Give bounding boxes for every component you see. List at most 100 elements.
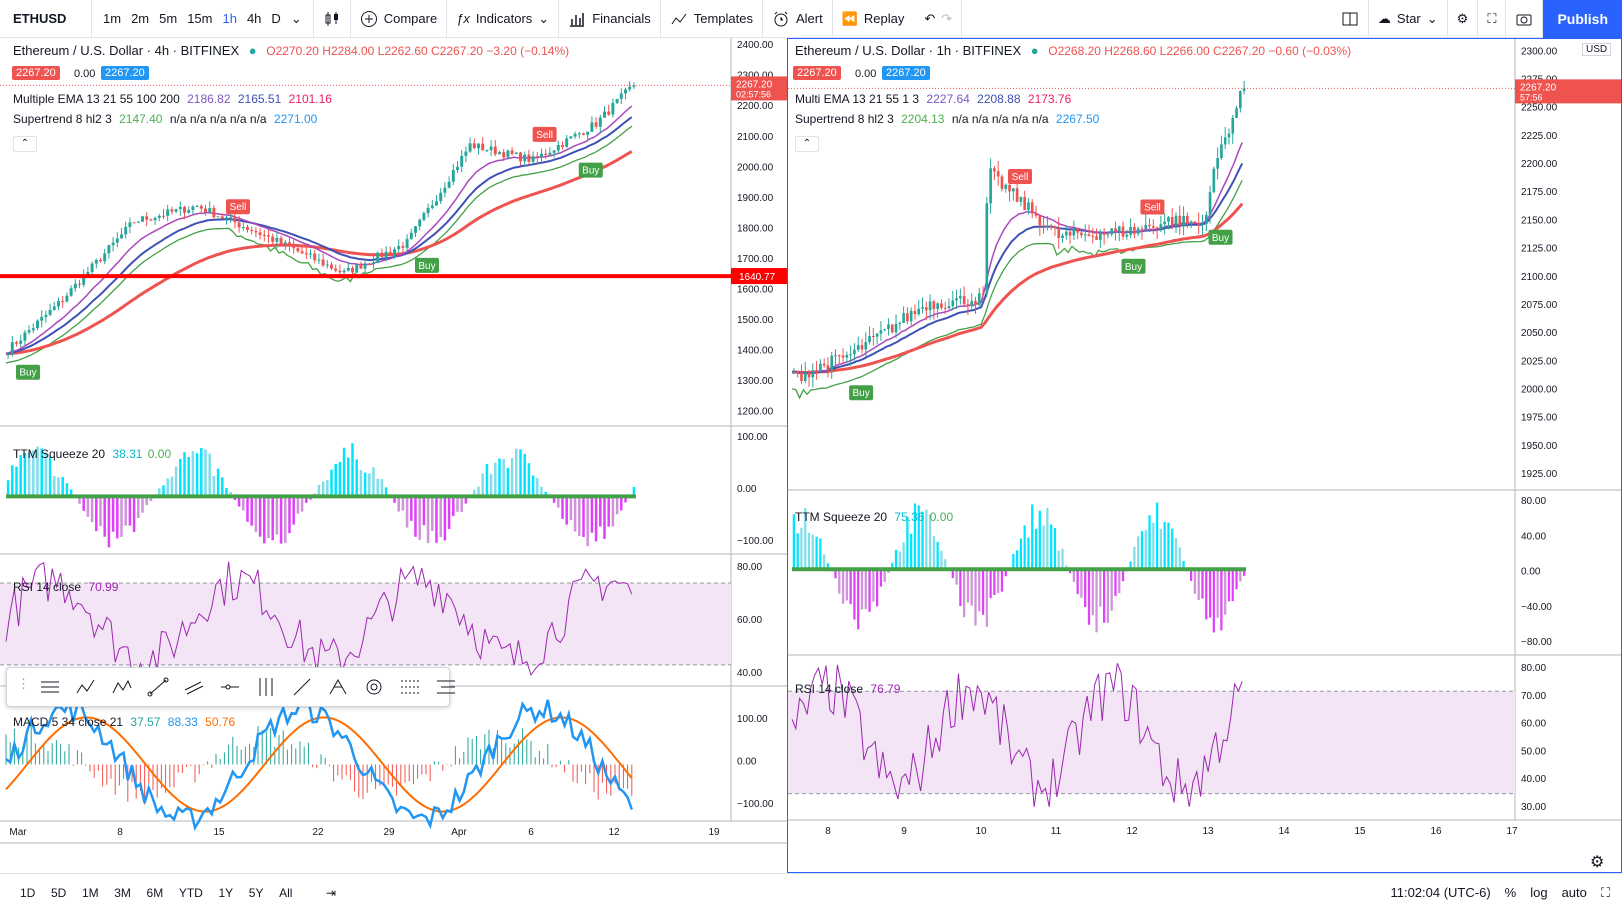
range-1d[interactable]: 1D xyxy=(20,886,36,900)
alert-button[interactable]: Alert xyxy=(763,0,833,38)
candle-body xyxy=(1053,226,1057,228)
snapshot-button[interactable] xyxy=(1506,0,1544,38)
clock[interactable]: 11:02:04 (UTC-6) xyxy=(1390,885,1491,900)
elliott-wave-icon[interactable] xyxy=(111,676,133,698)
candle-body xyxy=(1106,234,1110,236)
right-supertrend-legend[interactable]: Supertrend 8 hl2 3 2204.13 n/a n/a n/a n… xyxy=(795,112,1100,126)
auto-toggle[interactable]: auto xyxy=(1561,885,1587,900)
log-toggle[interactable]: log xyxy=(1530,885,1548,900)
ray-icon[interactable] xyxy=(291,676,313,698)
financials-button[interactable]: Financials xyxy=(559,0,661,38)
candle-body xyxy=(195,205,199,207)
chevron-down-icon[interactable]: ⌄ xyxy=(290,10,302,26)
candle-body xyxy=(27,330,31,333)
time-axis-label: 19 xyxy=(708,827,720,838)
signal-label: Buy xyxy=(418,261,435,272)
candle-body xyxy=(90,263,94,272)
price-axis-label: 1925.00 xyxy=(1521,469,1558,480)
candle-body xyxy=(388,251,392,254)
candle-body xyxy=(607,111,611,115)
horizontal-lines-icon[interactable] xyxy=(39,676,61,698)
range-1y[interactable]: 1Y xyxy=(218,886,234,900)
candle-body xyxy=(1140,228,1144,230)
price-axis-label: 2050.00 xyxy=(1521,328,1558,339)
candle-body xyxy=(502,152,506,158)
vertical-lines-icon[interactable] xyxy=(255,676,277,698)
horizontal-ray-icon[interactable] xyxy=(219,676,241,698)
last-price-tag xyxy=(731,76,787,101)
symbol-search[interactable]: ETHUSD xyxy=(0,0,92,38)
range-5y[interactable]: 5Y xyxy=(248,886,264,900)
interval-d[interactable]: D xyxy=(271,11,281,26)
rsi-axis-label: 30.00 xyxy=(1521,802,1546,813)
currency-badge[interactable]: USD xyxy=(1582,43,1612,56)
range-ytd[interactable]: YTD xyxy=(178,886,203,900)
settings-button[interactable]: ⚙ xyxy=(1448,0,1479,38)
candle-body xyxy=(822,363,826,366)
candle-body xyxy=(1193,221,1197,224)
right-chart-canvas[interactable]: 2300.002275.002250.002225.002200.002175.… xyxy=(787,38,1622,873)
right-ask-tag: 2267.20 xyxy=(882,66,930,80)
interval-5m[interactable]: 5m xyxy=(159,11,178,26)
candle-body xyxy=(577,133,581,135)
replay-button[interactable]: ⏪ Replay ↶ ↷ xyxy=(833,0,963,38)
price-axis-label: 1400.00 xyxy=(737,346,774,357)
indicators-button[interactable]: ƒx Indicators ⌄ xyxy=(447,0,560,38)
range-3m[interactable]: 3M xyxy=(114,886,131,900)
right-rsi-legend[interactable]: RSI 14 close 76.79 xyxy=(795,682,901,696)
sell-signal xyxy=(1008,169,1032,185)
candle-body xyxy=(464,151,468,156)
fullscreen-icon[interactable]: ⛶ xyxy=(1600,884,1610,900)
left-rsi-legend[interactable]: RSI 14 close 70.99 xyxy=(13,580,119,594)
left-ema-legend[interactable]: Multiple EMA 13 21 55 100 200 2186.82 21… xyxy=(13,92,332,106)
interval-2m[interactable]: 2m xyxy=(131,11,150,26)
range-6m[interactable]: 6M xyxy=(146,886,164,900)
redo-icon[interactable]: ↷ xyxy=(941,10,953,26)
interval-4h[interactable]: 4h xyxy=(246,11,262,26)
star-button[interactable]: ☁ Star ⌄ xyxy=(1369,0,1448,38)
fullscreen-button[interactable]: ⛶ xyxy=(1478,0,1507,38)
drag-handle-icon[interactable]: ⋮ xyxy=(17,676,30,691)
fib-extension-icon[interactable] xyxy=(435,676,457,698)
fib-icon[interactable] xyxy=(399,676,421,698)
pitchfork-icon[interactable] xyxy=(327,676,349,698)
range-all[interactable]: All xyxy=(279,886,293,900)
candle-body xyxy=(959,296,962,299)
range-1m[interactable]: 1M xyxy=(81,886,99,900)
candle-body xyxy=(65,295,69,302)
goto-date-icon[interactable]: ⇥ xyxy=(326,886,337,900)
publish-button[interactable]: Publish xyxy=(1543,0,1622,38)
range-5d[interactable]: 5D xyxy=(50,886,67,900)
candle-body xyxy=(523,154,527,162)
candle-body xyxy=(216,216,220,218)
candle-body xyxy=(1220,144,1223,159)
trend-line-icon[interactable] xyxy=(147,676,169,698)
undo-icon[interactable]: ↶ xyxy=(924,10,936,26)
left-macd-legend[interactable]: MACD 5 34 close 21 37.57 88.33 50.76 xyxy=(13,715,236,729)
right-ema-legend[interactable]: Multi EMA 13 21 55 1 3 2227.64 2208.88 2… xyxy=(795,92,1072,106)
templates-button[interactable]: Templates xyxy=(661,0,763,38)
left-ttm-legend[interactable]: TTM Squeeze 20 38.31 0.00 xyxy=(13,447,172,461)
candle-body xyxy=(489,146,493,151)
left-ask-tag: 2267.20 xyxy=(101,66,149,80)
pattern-icon[interactable] xyxy=(75,676,97,698)
right-ttm-legend[interactable]: TTM Squeeze 20 75.36 0.00 xyxy=(795,510,954,524)
compare-button[interactable]: Compare xyxy=(351,0,448,38)
collapse-legend-button[interactable]: ⌃ xyxy=(795,136,819,152)
channel-icon[interactable] xyxy=(183,676,205,698)
percent-toggle[interactable]: % xyxy=(1504,885,1517,900)
left-supertrend-legend[interactable]: Supertrend 8 hl2 3 2147.40 n/a n/a n/a n… xyxy=(13,112,318,126)
chart-settings-icon[interactable]: ⚙ xyxy=(1590,854,1605,871)
chart-type-button[interactable] xyxy=(314,0,351,38)
spiral-icon[interactable] xyxy=(363,676,385,698)
interval-15m[interactable]: 15m xyxy=(187,11,213,26)
interval-1h[interactable]: 1h xyxy=(222,11,237,26)
candle-body xyxy=(834,355,837,357)
ema-line xyxy=(791,202,1244,375)
layout-button[interactable] xyxy=(1332,0,1369,38)
candle-body xyxy=(527,154,531,162)
candle-body xyxy=(1034,213,1038,216)
collapse-legend-button[interactable]: ⌃ xyxy=(13,136,37,152)
price-axis-label: 2075.00 xyxy=(1521,300,1558,311)
interval-1m[interactable]: 1m xyxy=(103,11,122,26)
